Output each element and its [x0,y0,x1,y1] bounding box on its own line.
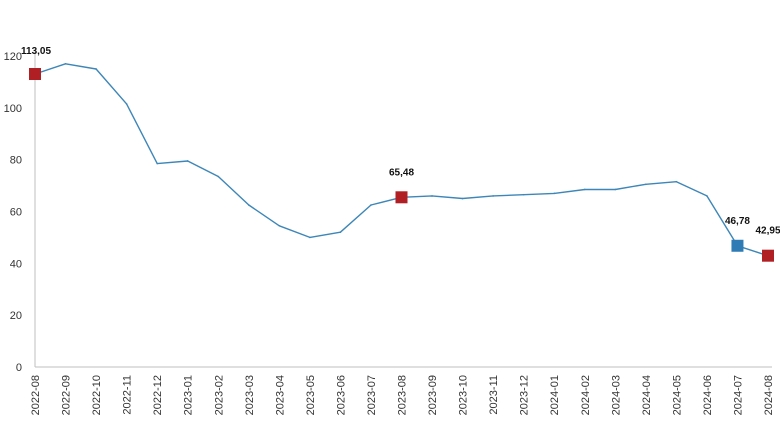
data-point [370,204,372,206]
x-tick-label: 2022-09 [61,375,73,415]
x-tick-label: 2023-04 [274,375,286,415]
highlight-markers: 113,05 65,48 46,78 42,95 [21,46,780,262]
data-label: 65,48 [389,167,414,178]
y-tick-label: 60 [10,207,22,219]
data-point [583,188,586,191]
data-point [125,103,128,105]
series-group [34,62,769,257]
y-tick-label: 20 [10,310,22,322]
data-point [675,180,678,183]
x-tick-label: 2022-10 [91,375,103,415]
highlight-marker [762,249,774,262]
data-point [278,224,281,227]
x-tick-label: 2022-11 [122,375,134,415]
x-tick-label: 2024-01 [549,375,561,415]
x-tick-label: 2023-08 [397,375,409,415]
highlight-marker [395,191,408,204]
x-tick-label: 2023-06 [335,375,347,415]
x-tick-label: 2023-03 [244,375,256,415]
data-point [645,183,647,186]
y-tick-label: 80 [10,155,22,167]
data-label: 42,95 [755,226,780,237]
x-tick-label: 2023-02 [213,375,225,415]
data-point [431,195,433,197]
y-axis: 0 20 40 60 80 100 120 [4,51,36,374]
x-tick-label: 2024-06 [702,375,714,415]
y-tick-label: 40 [10,258,22,270]
y-tick-label: 0 [16,362,22,374]
x-tick-label: 2023-01 [183,375,195,415]
data-point [95,68,97,70]
x-tick-label: 2022-12 [152,375,164,415]
highlight-marker [731,239,744,252]
data-point [614,188,617,191]
x-tick-label: 2024-08 [763,375,775,415]
x-tick-label: 2022-08 [30,375,42,415]
x-tick-label: 2024-02 [580,375,592,415]
data-label: 46,78 [725,216,750,227]
data-point [247,204,250,206]
data-point [217,175,220,178]
x-tick-label: 2024-03 [610,375,622,415]
y-tick-label: 100 [4,103,22,115]
data-point [553,192,556,195]
series-line [34,63,769,257]
data-point [309,236,311,239]
x-tick-label: 2023-12 [519,375,531,415]
x-tick-label: 2023-07 [366,375,378,415]
data-point [339,231,342,234]
x-tick-label: 2023-09 [427,375,439,415]
data-point [706,195,708,197]
x-tick-label: 2023-05 [305,375,317,415]
data-point [64,62,67,65]
y-tick-label: 120 [4,51,22,63]
data-point [461,197,464,200]
data-label: 113,05 [21,46,51,57]
x-tick-label: 2024-05 [671,375,683,415]
x-axis: 2022-08 2022-09 2022-10 2022-11 2022-12 2023-… [30,366,775,415]
data-point [156,162,158,165]
data-point [186,160,189,162]
x-tick-label: 2024-04 [641,375,653,415]
data-point [492,195,494,197]
x-tick-label: 2024-07 [732,375,744,415]
highlight-marker [29,68,41,81]
x-tick-label: 2023-11 [488,375,500,415]
x-tick-label: 2023-10 [458,375,470,415]
data-point [522,193,525,196]
